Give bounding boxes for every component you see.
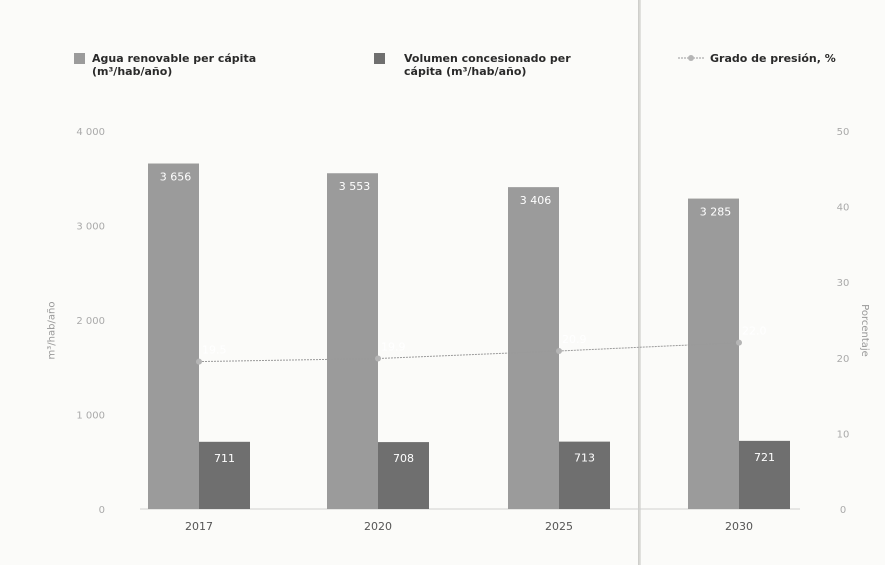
data-label-volumen-concesionado: 721: [754, 451, 775, 464]
data-label-grado-presion: 19.5: [202, 344, 227, 357]
data-label-agua-renovable: 3 656: [160, 171, 192, 184]
bar-agua-renovable: [148, 163, 199, 509]
data-label-agua-renovable: 3 553: [339, 180, 371, 193]
bar-agua-renovable: [508, 187, 559, 509]
legend-swatch-grado-presion: [678, 55, 704, 61]
y-tick-label: 1 000: [76, 411, 105, 422]
y2-tick-label: 20: [837, 354, 850, 365]
legend-label-grado-presion: Grado de presión, %: [710, 52, 836, 65]
data-label-grado-presion: 22.0: [742, 325, 767, 338]
legend-swatch-agua-renovable: [74, 53, 85, 64]
y2-tick-label: 10: [837, 429, 850, 440]
bar-volumen-concesionado: [378, 442, 429, 509]
y2-tick-label: 40: [837, 203, 850, 214]
point-grado-presion: [736, 339, 742, 346]
x-tick-label: 2025: [545, 520, 573, 533]
legend-label-agua-renovable: Agua renovable per cápita (m³/hab/año): [92, 52, 257, 78]
x-tick-label: 2017: [185, 520, 213, 533]
line-grado-presion: [198, 342, 740, 363]
point-grado-presion: [556, 347, 562, 354]
y2-tick-label: 50: [837, 127, 850, 138]
y2-axis-title: Porcentaje: [858, 304, 870, 357]
y2-tick-label: 30: [837, 278, 850, 289]
y-tick-label: 2 000: [76, 316, 105, 327]
x-tick-label: 2020: [364, 520, 392, 533]
data-label-agua-renovable: 3 406: [520, 194, 552, 207]
page-fold-shadow: [638, 0, 641, 565]
point-grado-presion: [196, 358, 202, 365]
bar-agua-renovable: [688, 198, 739, 509]
bar-agua-renovable: [327, 173, 378, 509]
data-label-grado-presion: 20.9: [562, 333, 587, 346]
legend-swatch-volumen-concesionado: [374, 53, 385, 64]
bar-volumen-concesionado: [559, 441, 610, 509]
data-label-grado-presion: 19.9: [381, 341, 406, 354]
data-label-agua-renovable: 3 285: [700, 206, 732, 219]
y-tick-label: 3 000: [76, 222, 105, 233]
data-label-volumen-concesionado: 711: [214, 452, 235, 465]
y-tick-label: 0: [99, 505, 105, 516]
data-label-volumen-concesionado: 708: [393, 452, 414, 465]
y2-tick-label: 0: [840, 505, 846, 516]
y-tick-label: 4 000: [76, 127, 105, 138]
point-grado-presion: [375, 355, 381, 362]
y-axis-title: m³/hab/año: [46, 301, 58, 360]
legend-label-volumen-concesionado: Volumen concesionado per cápita (m³/hab/…: [404, 52, 571, 78]
bar-volumen-concesionado: [199, 441, 250, 509]
bar-volumen-concesionado: [739, 440, 790, 509]
x-tick-label: 2030: [725, 520, 753, 533]
data-label-volumen-concesionado: 713: [574, 452, 595, 465]
